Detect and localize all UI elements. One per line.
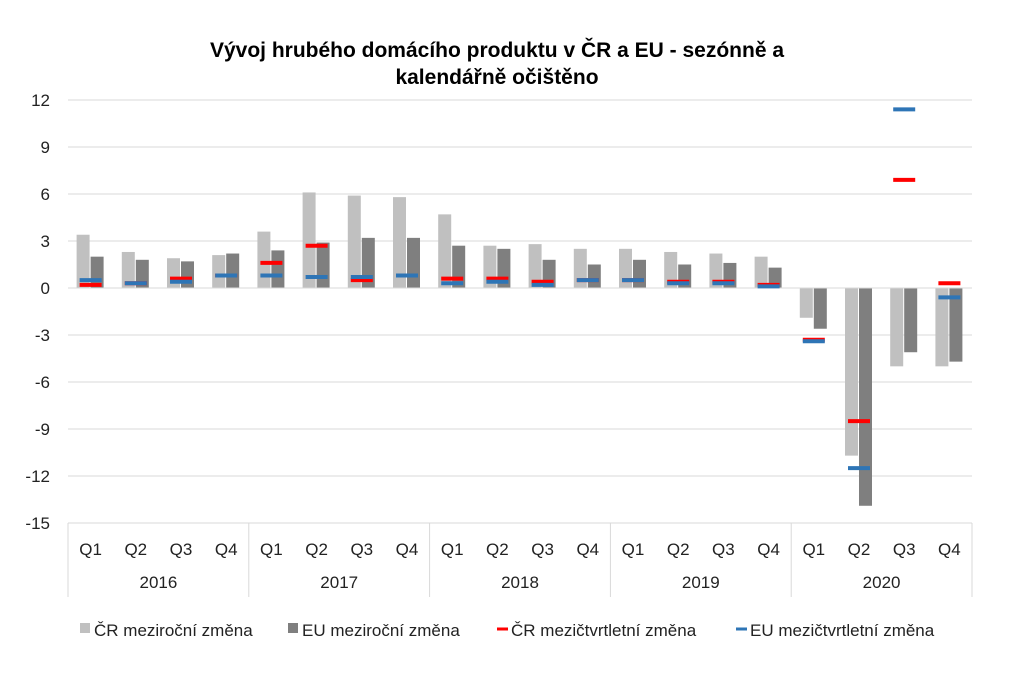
legend-label: EU meziroční změna <box>302 621 460 640</box>
y-tick-label: 6 <box>41 185 50 204</box>
x-tick-label: Q3 <box>712 540 735 559</box>
bar-cr-yoy <box>709 253 723 288</box>
bar-eu-yoy <box>271 250 285 288</box>
markers <box>79 107 961 471</box>
x-tick-label: Q3 <box>350 540 373 559</box>
bar-eu-yoy <box>181 261 194 288</box>
chart-title-line-1: Vývoj hrubého domácího produktu v ČR a E… <box>210 38 784 62</box>
bar-eu-yoy <box>587 264 601 288</box>
year-label: 2018 <box>501 573 539 592</box>
year-label: 2019 <box>682 573 720 592</box>
bar-eu-yoy <box>813 288 827 329</box>
y-tick-label: 0 <box>41 279 50 298</box>
bar-cr-yoy <box>212 255 226 288</box>
bar-cr-yoy <box>438 214 452 288</box>
year-label: 2016 <box>139 573 177 592</box>
x-tick-label: Q3 <box>170 540 193 559</box>
bars <box>68 192 972 506</box>
bar-cr-yoy <box>845 288 858 456</box>
x-tick-label: Q3 <box>893 540 916 559</box>
y-axis-ticks: 12 9 6 3 0 -3 -6 -9 -12 -15 <box>25 91 50 533</box>
x-tick-label: Q2 <box>124 540 147 559</box>
bar-cr-yoy <box>76 234 90 288</box>
legend-label: ČR meziroční změna <box>94 621 253 640</box>
y-tick-label: -12 <box>25 467 50 486</box>
chart-title: Vývoj hrubého domácího produktu v ČR a E… <box>210 38 784 89</box>
x-tick-label: Q2 <box>305 540 328 559</box>
x-tick-label: Q2 <box>848 540 871 559</box>
x-tick-label: Q1 <box>260 540 283 559</box>
legend-swatch <box>80 623 90 633</box>
x-tick-label: Q2 <box>667 540 690 559</box>
bar-eu-yoy <box>135 259 149 288</box>
chart-title-line-2: kalendářně očištěno <box>395 66 598 89</box>
x-tick-label: Q1 <box>802 540 825 559</box>
bar-eu-yoy <box>407 237 420 288</box>
bar-cr-yoy <box>935 288 949 367</box>
y-tick-label: 3 <box>41 232 50 251</box>
bar-cr-yoy <box>528 244 542 288</box>
legend-swatch <box>288 623 298 633</box>
bar-cr-yoy <box>393 197 406 288</box>
bar-cr-yoy <box>664 251 678 288</box>
legend: ČR meziroční změna EU meziroční změna ČR m… <box>80 621 935 640</box>
x-tick-label: Q3 <box>531 540 554 559</box>
x-tick-label: Q4 <box>396 540 419 559</box>
bar-eu-yoy <box>316 242 330 288</box>
y-tick-label: -3 <box>35 326 50 345</box>
bar-cr-yoy <box>302 192 316 288</box>
y-tick-label: -6 <box>35 373 50 392</box>
x-tick-label: Q4 <box>757 540 780 559</box>
x-axis: Q1 Q2 Q3 Q4 Q1 Q2 Q3 Q4 Q1 Q2 Q3 Q4 Q1 Q2 Q3 Q4 Q1 Q2 Q3 Q4… <box>67 522 973 597</box>
x-tick-label: Q2 <box>486 540 509 559</box>
bar-cr-yoy <box>799 288 813 318</box>
bar-eu-yoy <box>633 259 646 288</box>
year-label: 2017 <box>320 573 358 592</box>
x-tick-label: Q4 <box>938 540 961 559</box>
x-tick-label: Q4 <box>576 540 599 559</box>
y-tick-label: -9 <box>35 420 50 439</box>
y-tick-label: -15 <box>25 514 50 533</box>
x-tick-label: Q1 <box>79 540 102 559</box>
legend-label: ČR mezičtvrtletní změna <box>511 621 697 640</box>
bar-eu-yoy <box>226 253 240 288</box>
bar-cr-yoy <box>754 256 768 288</box>
legend-label: EU mezičtvrtletní změna <box>750 621 935 640</box>
y-tick-label: 9 <box>41 138 50 157</box>
x-tick-label: Q1 <box>441 540 464 559</box>
year-label: 2020 <box>863 573 901 592</box>
bar-eu-yoy <box>949 288 963 362</box>
bar-cr-yoy <box>890 288 904 367</box>
bar-cr-yoy <box>257 231 271 288</box>
bar-eu-yoy <box>859 288 872 506</box>
bar-cr-yoy <box>347 195 361 288</box>
bar-cr-yoy <box>121 251 135 288</box>
x-tick-label: Q4 <box>215 540 238 559</box>
y-tick-label: 12 <box>31 91 50 110</box>
x-tick-label: Q1 <box>622 540 645 559</box>
bar-eu-yoy <box>904 288 918 353</box>
gridlines <box>68 99 972 524</box>
